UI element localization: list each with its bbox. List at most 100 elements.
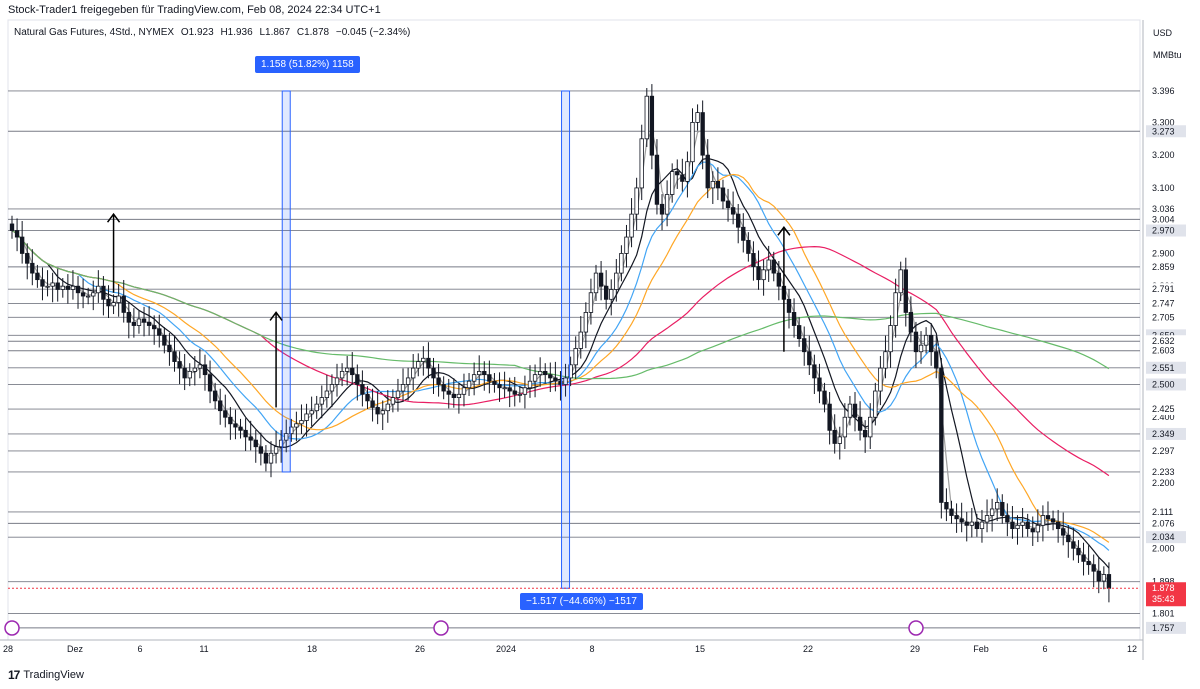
candle-body[interactable] — [268, 452, 274, 464]
candle-body[interactable] — [324, 390, 330, 398]
candle-body[interactable] — [329, 384, 335, 392]
candle-body[interactable] — [461, 387, 467, 395]
candle-body[interactable] — [344, 367, 350, 372]
candle-body[interactable] — [862, 429, 868, 438]
candle-body[interactable] — [995, 502, 1000, 510]
candle-body[interactable] — [182, 367, 187, 379]
candle-body[interactable] — [746, 239, 751, 254]
candle-body[interactable] — [101, 285, 106, 300]
candle-body[interactable] — [939, 367, 944, 503]
candle-body[interactable] — [715, 180, 721, 189]
symbol-legend[interactable]: Natural Gas Futures, 4Std., NYMEX O1.923… — [14, 27, 414, 38]
candle-body[interactable] — [121, 295, 126, 313]
candle-body[interactable] — [868, 416, 873, 438]
candle-body[interactable] — [675, 171, 680, 176]
candle-body[interactable] — [35, 272, 40, 281]
candle-body[interactable] — [9, 223, 15, 231]
candle-body[interactable] — [614, 272, 619, 290]
candle-body[interactable] — [177, 361, 182, 369]
candle-body[interactable] — [273, 446, 279, 454]
candle-body[interactable] — [319, 397, 324, 405]
candle-body[interactable] — [954, 515, 959, 520]
candle-body[interactable] — [218, 400, 223, 412]
candle-body[interactable] — [949, 508, 954, 516]
candle-body[interactable] — [548, 374, 553, 379]
candle-body[interactable] — [588, 292, 594, 313]
candle-body[interactable] — [984, 515, 990, 523]
candle-body[interactable] — [253, 439, 258, 448]
candle-body[interactable] — [289, 426, 294, 435]
candle-body[interactable] — [116, 295, 121, 303]
candle-body[interactable] — [334, 377, 340, 385]
candle-body[interactable] — [903, 269, 908, 313]
candle-body[interactable] — [959, 518, 964, 523]
candle-body[interactable] — [1086, 560, 1091, 566]
candle-body[interactable] — [431, 367, 436, 379]
candle-body[interactable] — [350, 367, 355, 376]
candle-body[interactable] — [837, 436, 842, 444]
candle-body[interactable] — [832, 429, 837, 444]
candle-body[interactable] — [680, 174, 685, 182]
candle-body[interactable] — [1045, 515, 1051, 520]
candle-body[interactable] — [527, 380, 533, 389]
candle-body[interactable] — [1000, 502, 1005, 516]
candle-body[interactable] — [284, 433, 289, 441]
candle-body[interactable] — [1106, 574, 1112, 589]
candle-body[interactable] — [1081, 554, 1086, 562]
candle-body[interactable] — [802, 338, 807, 353]
candle-body[interactable] — [756, 266, 761, 281]
candle-body[interactable] — [649, 95, 655, 156]
candle-body[interactable] — [111, 302, 116, 307]
candle-body[interactable] — [1076, 547, 1081, 556]
candle-body[interactable] — [685, 161, 690, 182]
candle-body[interactable] — [659, 203, 665, 215]
candle-body[interactable] — [141, 318, 147, 323]
candle-body[interactable] — [451, 393, 456, 398]
candle-body[interactable] — [873, 390, 878, 418]
candle-body[interactable] — [197, 364, 203, 369]
candle-body[interactable] — [355, 374, 360, 385]
candle-body[interactable] — [390, 397, 396, 405]
candle-body[interactable] — [700, 112, 705, 156]
candle-body[interactable] — [446, 390, 451, 395]
candle-body[interactable] — [644, 95, 649, 140]
candle-body[interactable] — [1040, 515, 1046, 526]
candle-body[interactable] — [294, 423, 299, 428]
candle-body[interactable] — [913, 331, 919, 353]
candle-body[interactable] — [207, 374, 213, 392]
candle-body[interactable] — [1010, 521, 1015, 530]
candle-body[interactable] — [60, 285, 65, 290]
candle-body[interactable] — [339, 370, 345, 379]
measure-up-label[interactable]: 1.158 (51.82%) 1158 — [255, 56, 360, 73]
candle-body[interactable] — [629, 213, 634, 238]
measure-down-range[interactable] — [561, 90, 571, 589]
candle-body[interactable] — [85, 295, 91, 298]
measure-up-range[interactable] — [281, 90, 291, 473]
candle-body[interactable] — [934, 351, 939, 369]
candle-body[interactable] — [1025, 521, 1030, 530]
candle-body[interactable] — [888, 325, 893, 353]
candle-body[interactable] — [537, 370, 543, 376]
candle-body[interactable] — [80, 292, 86, 297]
candle-body[interactable] — [1005, 515, 1010, 523]
candle-body[interactable] — [304, 413, 309, 421]
candle-body[interactable] — [258, 446, 264, 454]
candle-body[interactable] — [202, 364, 208, 376]
candle-body[interactable] — [126, 312, 131, 323]
candle-body[interactable] — [624, 236, 629, 254]
candle-body[interactable] — [807, 351, 812, 366]
candle-body[interactable] — [309, 410, 314, 415]
candle-body[interactable] — [878, 367, 883, 392]
candle-body[interactable] — [964, 521, 969, 526]
candle-body[interactable] — [96, 285, 101, 294]
candle-body[interactable] — [827, 403, 832, 431]
candle-body[interactable] — [243, 429, 248, 438]
candle-body[interactable] — [1035, 524, 1041, 533]
candle-body[interactable] — [1101, 574, 1107, 582]
candle-body[interactable] — [573, 348, 578, 366]
candle-body[interactable] — [736, 213, 741, 228]
candle-body[interactable] — [65, 285, 71, 290]
candle-body[interactable] — [25, 253, 30, 264]
tradingview-logo[interactable]: 17 TradingView — [8, 668, 84, 682]
candle-body[interactable] — [918, 344, 924, 353]
